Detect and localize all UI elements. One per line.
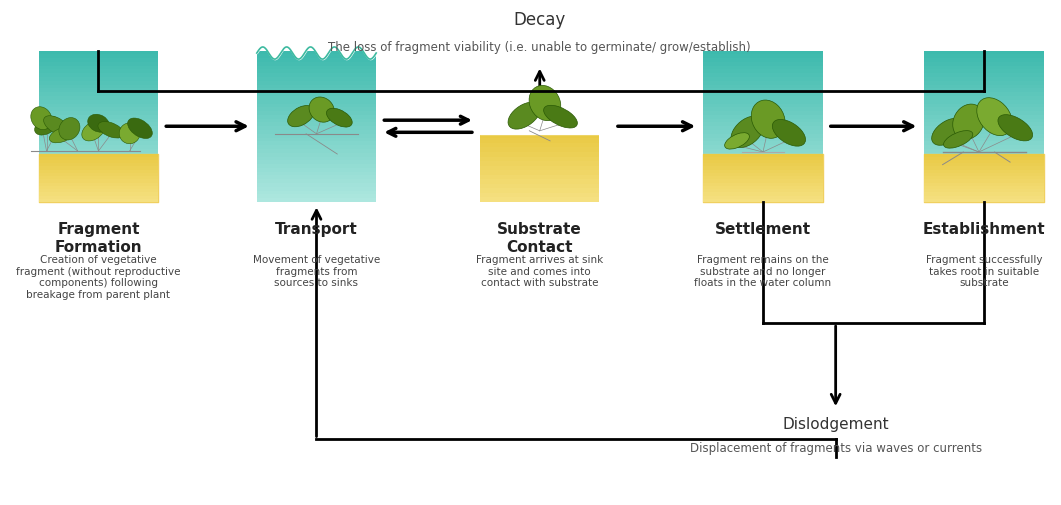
Ellipse shape [44, 116, 70, 136]
Ellipse shape [977, 97, 1012, 136]
Ellipse shape [327, 108, 352, 127]
Text: Settlement: Settlement [715, 222, 811, 237]
Ellipse shape [943, 131, 973, 148]
Ellipse shape [751, 100, 785, 138]
Ellipse shape [35, 117, 58, 135]
Ellipse shape [508, 102, 540, 129]
Ellipse shape [88, 114, 109, 132]
Text: Fragment remains on the
substrate and no longer
floats in the water column: Fragment remains on the substrate and no… [694, 255, 832, 288]
Ellipse shape [953, 104, 985, 139]
Ellipse shape [98, 122, 124, 138]
Text: Displacement of fragments via waves or currents: Displacement of fragments via waves or c… [690, 442, 981, 455]
Bar [39, 50, 158, 202]
Text: Fragment successfully
takes root in suitable
substrate: Fragment successfully takes root in suit… [926, 255, 1042, 288]
Text: Substrate
Contact: Substrate Contact [498, 222, 582, 255]
Ellipse shape [932, 118, 963, 145]
Text: Transport: Transport [275, 222, 358, 237]
Text: Movement of vegetative
fragments from
sources to sinks: Movement of vegetative fragments from so… [253, 255, 380, 288]
Text: Creation of vegetative
fragment (without reproductive
components) following
brea: Creation of vegetative fragment (without… [16, 255, 180, 300]
Ellipse shape [725, 133, 749, 149]
Text: Establishment: Establishment [923, 222, 1045, 237]
Ellipse shape [772, 120, 805, 146]
Ellipse shape [50, 127, 75, 143]
Ellipse shape [127, 118, 153, 138]
Ellipse shape [288, 106, 314, 127]
Ellipse shape [998, 115, 1032, 141]
Ellipse shape [543, 106, 577, 128]
Text: Decay: Decay [514, 11, 566, 29]
Bar [703, 50, 822, 202]
Text: Dislodgement: Dislodgement [782, 417, 889, 432]
Bar [924, 50, 1044, 202]
Ellipse shape [731, 116, 764, 147]
Text: Fragment
Formation: Fragment Formation [54, 222, 142, 255]
Ellipse shape [58, 118, 80, 140]
Ellipse shape [31, 107, 52, 130]
Bar [257, 50, 377, 202]
Text: Fragment arrives at sink
site and comes into
contact with substrate: Fragment arrives at sink site and comes … [476, 255, 604, 288]
Text: The loss of fragment viability (i.e. unable to germinate/ grow/establish): The loss of fragment viability (i.e. una… [329, 41, 751, 55]
Ellipse shape [82, 121, 105, 141]
Ellipse shape [119, 123, 140, 144]
Ellipse shape [529, 85, 561, 121]
Ellipse shape [309, 97, 334, 122]
